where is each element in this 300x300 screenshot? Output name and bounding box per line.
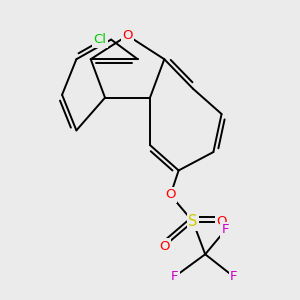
Text: S: S <box>188 214 198 229</box>
Text: O: O <box>122 29 133 42</box>
Text: O: O <box>159 240 169 253</box>
Text: Cl: Cl <box>93 33 106 46</box>
Text: F: F <box>230 270 238 283</box>
Text: F: F <box>222 223 230 236</box>
Text: O: O <box>165 188 176 202</box>
Text: F: F <box>171 270 178 283</box>
Text: O: O <box>216 215 227 228</box>
